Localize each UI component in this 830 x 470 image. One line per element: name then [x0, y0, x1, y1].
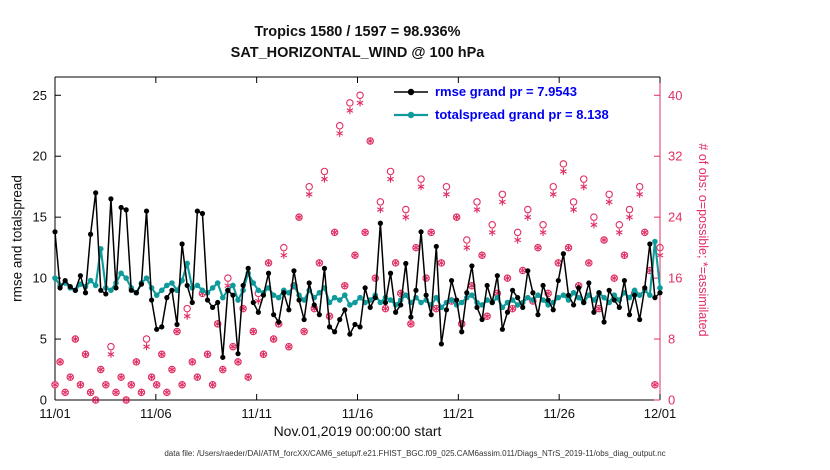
chart-subtitle: SAT_HORIZONTAL_WIND @ 100 hPa: [230, 45, 485, 61]
y-tick-label-right: 0: [668, 393, 675, 408]
y-tick-label-right: 24: [668, 210, 682, 225]
x-tick-label: 12/01: [644, 406, 677, 421]
y-tick-label-right: 8: [668, 332, 675, 347]
data-file-note: data file: /Users/raeder/DAI/ATM_forcXX/…: [164, 449, 666, 458]
rmse-series: [52, 190, 663, 360]
y-axis-label-left: rmse and totalspread: [9, 175, 25, 302]
y-tick-label-left: 15: [33, 210, 47, 225]
y-axis-label-right: # of obs: o=possible; *=assimilated: [696, 143, 710, 337]
x-axis-label: Nov.01,2019 00:00:00 start: [273, 423, 442, 439]
x-tick-label: 11/21: [443, 406, 475, 421]
x-tick-label: 11/01: [39, 406, 71, 421]
y-tick-label-left: 5: [40, 332, 47, 347]
y-tick-label-left: 25: [33, 88, 47, 103]
legend-item-rmse: rmse grand pr = 7.9543: [393, 80, 609, 103]
obs-count-scatter: [51, 91, 664, 404]
y-tick-label-right: 32: [668, 149, 682, 164]
x-tick-label: 11/11: [241, 406, 272, 421]
legend-label-rmse: rmse grand pr = 7.9543: [435, 84, 577, 99]
totalspread-legend-marker-icon: [394, 111, 428, 118]
chart-title: Tropics 1580 / 1597 = 98.936%: [254, 24, 461, 40]
legend-label-totalspread: totalspread grand pr = 8.138: [435, 107, 609, 122]
legend: rmse grand pr = 7.9543 totalspread grand…: [393, 80, 609, 126]
rmse-legend-marker-icon: [394, 88, 428, 95]
y-tick-label-left: 20: [33, 149, 47, 164]
y-tick-label-left: 0: [40, 393, 47, 408]
legend-item-totalspread: totalspread grand pr = 8.138: [393, 103, 609, 126]
y-tick-label-right: 16: [668, 271, 682, 286]
x-tick-label: 11/06: [140, 406, 172, 421]
x-tick-label: 11/16: [342, 406, 374, 421]
y-tick-label-right: 40: [668, 88, 682, 103]
x-tick-label: 11/26: [543, 406, 575, 421]
y-tick-label-left: 10: [33, 271, 47, 286]
